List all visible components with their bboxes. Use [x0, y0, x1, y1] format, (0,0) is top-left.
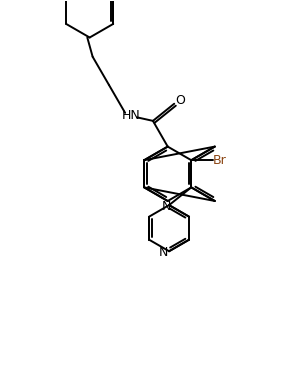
Text: N: N: [159, 246, 168, 259]
Text: Br: Br: [213, 154, 227, 167]
Text: O: O: [175, 94, 185, 107]
Text: N: N: [162, 200, 171, 213]
Text: HN: HN: [122, 109, 140, 122]
